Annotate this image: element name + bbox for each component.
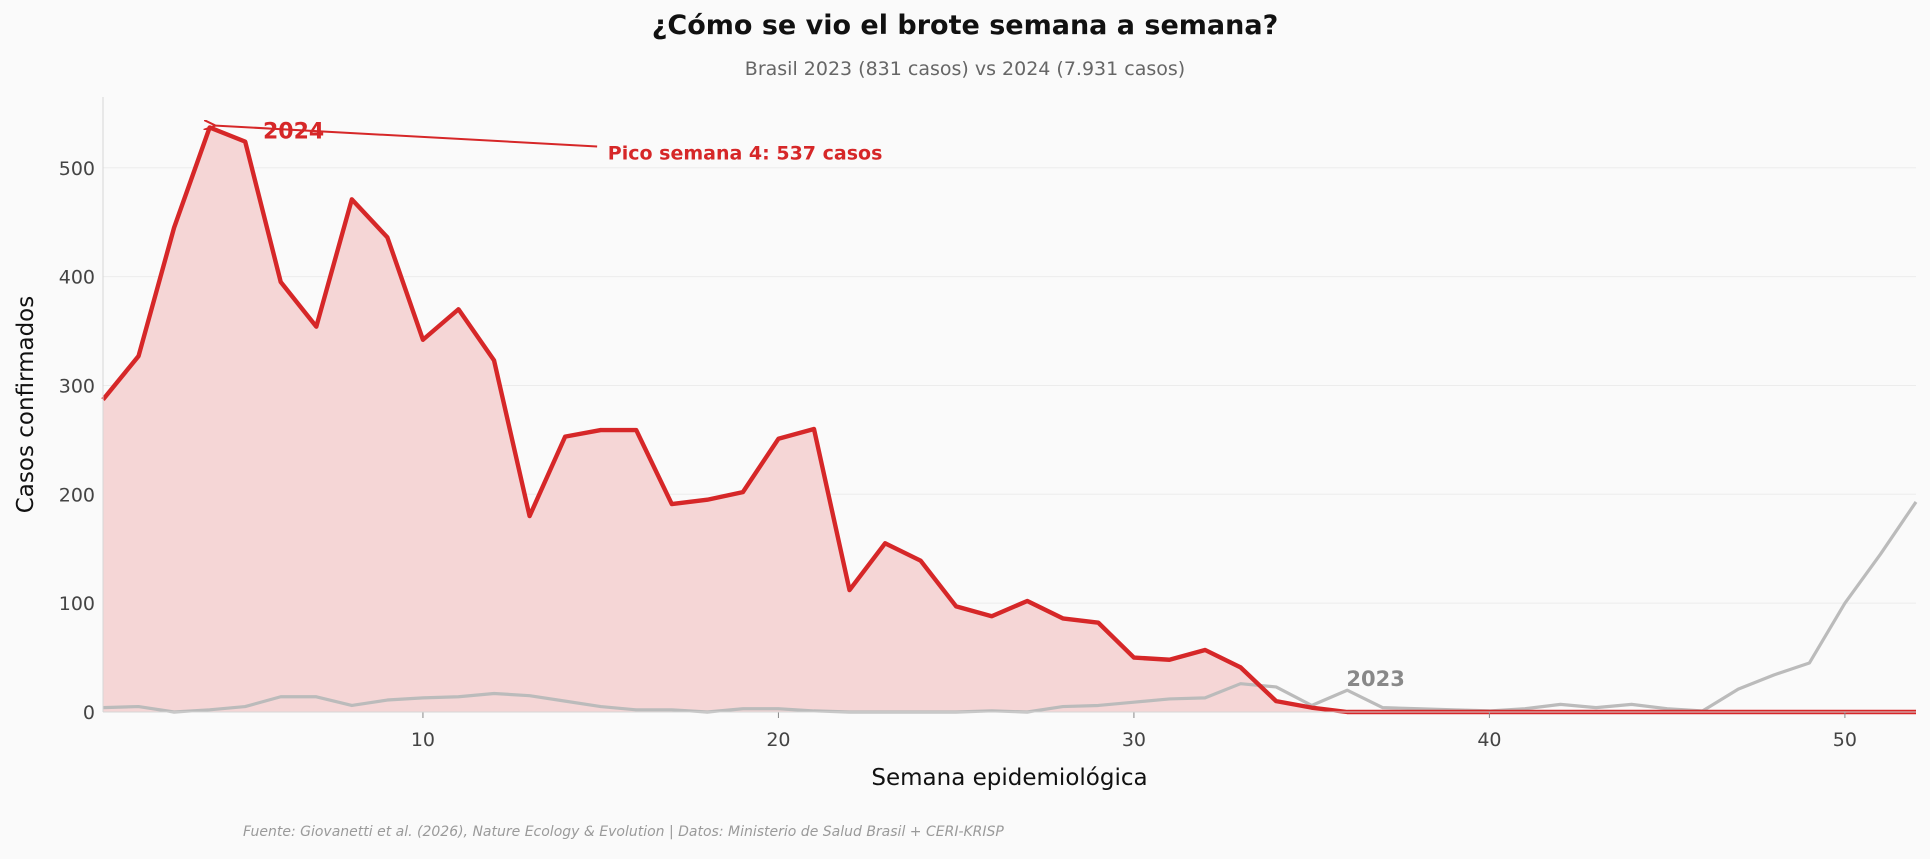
series-line-2023 [102,501,1918,714]
x-tick-label: 40 [1477,729,1501,751]
annotations: Pico semana 4: 537 casos 2024 2023 [214,119,1405,691]
x-axis-label: Semana epidemiológica [871,765,1147,791]
source-note: Fuente: Giovanetti et al. (2026), Nature… [243,824,1004,840]
y-tick-label: 500 [59,158,95,180]
x-tick-label: 50 [1833,729,1857,751]
x-tick-label: 30 [1122,729,1146,751]
peak-arrow [214,125,598,148]
y-tick-label: 100 [59,593,95,615]
y-tick-label: 200 [59,484,95,506]
axes [102,97,1916,718]
chart-subtitle: Brasil 2023 (831 casos) vs 2024 (7.931 c… [744,58,1186,80]
area-fill-2024 [103,127,1916,712]
y-tick-label: 400 [59,267,95,289]
peak-annotation: Pico semana 4: 537 casos [608,142,883,164]
y-tick-label: 0 [83,702,95,724]
chart-title: ¿Cómo se vio el brote semana a semana? [651,10,1279,41]
area-2024 [103,127,1916,712]
tick-labels: 0 100 200 300 400 500 10 20 30 40 50 [59,158,1857,751]
x-tick-label: 20 [766,729,790,751]
series-label-2023: 2023 [1346,667,1404,691]
y-tick-label: 300 [59,375,95,397]
x-tick-label: 10 [411,729,435,751]
y-axis-label: Casos confirmados [13,296,39,514]
series-label-2024: 2024 [263,119,324,144]
